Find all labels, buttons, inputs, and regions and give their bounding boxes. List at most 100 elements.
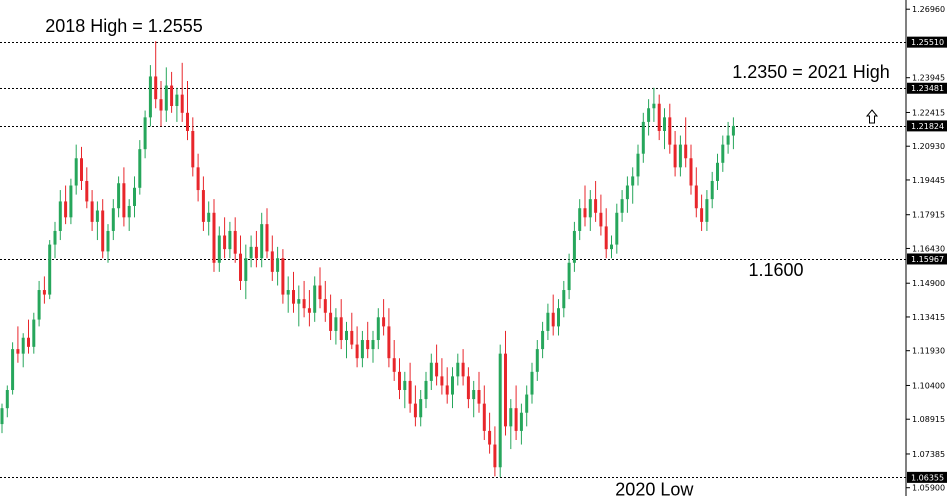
candle-body (90, 201, 94, 222)
candle (466, 367, 470, 409)
candle-body (345, 330, 348, 341)
candle-body (265, 224, 269, 252)
candle (509, 399, 513, 450)
candle (413, 385, 417, 427)
candle-body (366, 340, 370, 350)
candle (599, 194, 603, 236)
candle (472, 380, 476, 418)
candle-body (32, 319, 36, 347)
candle-body (493, 444, 497, 468)
candle-body (710, 180, 714, 200)
candle (16, 326, 20, 363)
candle-body (48, 244, 52, 295)
candle-body (64, 201, 68, 218)
candle-body (398, 371, 401, 391)
candle (143, 110, 147, 159)
candle (572, 221, 576, 272)
candle-body (673, 144, 677, 168)
candle-body (413, 403, 417, 418)
candle-body (647, 108, 651, 122)
candle (53, 221, 57, 259)
axis-tick-label: 1.26960 (912, 5, 945, 14)
candle-body (69, 185, 73, 218)
price-level-tag: 1.06355 (907, 471, 947, 483)
candle (694, 167, 698, 218)
candle-body (668, 117, 672, 145)
candle (101, 199, 105, 259)
price-level-tag: 1.23481 (907, 82, 947, 94)
candle (726, 121, 730, 154)
candle-body (663, 117, 666, 131)
arrow-up-icon (865, 109, 879, 124)
candle (334, 308, 338, 345)
candle-body (382, 317, 386, 327)
candle (5, 385, 9, 418)
candle (164, 67, 168, 122)
candle (228, 221, 232, 259)
candle-body (392, 358, 396, 372)
candle (684, 117, 688, 168)
candle (429, 353, 433, 391)
candle-body (16, 349, 20, 354)
candle-body (11, 349, 15, 391)
candle (111, 199, 115, 241)
candle (403, 371, 407, 409)
price-level-lines (0, 42, 906, 478)
candle (42, 276, 46, 304)
price-level-tag: 1.25510 (907, 36, 947, 48)
candle (625, 176, 629, 213)
candle-body (604, 226, 608, 250)
candle (201, 176, 205, 231)
chart-annotation: 1.1600 (749, 260, 804, 280)
candle-body (477, 390, 481, 404)
candle-body (498, 353, 502, 468)
candle-body (408, 380, 412, 404)
candle-body (716, 162, 719, 181)
candle (567, 253, 571, 300)
candle (48, 240, 52, 300)
candlesticks (0, 41, 735, 478)
candle (239, 235, 242, 291)
candle (387, 308, 391, 368)
candle (620, 190, 624, 222)
candle-body (323, 299, 327, 313)
candle (541, 321, 545, 359)
price-level-tag: 1.15967 (907, 253, 947, 265)
candle-body (154, 76, 158, 100)
candle-body (27, 337, 30, 347)
candle-body (95, 210, 99, 222)
candle (281, 249, 285, 304)
candle (647, 99, 651, 136)
candle (297, 285, 301, 327)
candle (636, 144, 640, 186)
candle (323, 280, 327, 322)
candle (223, 217, 227, 259)
candle (535, 340, 539, 381)
candle-body (599, 212, 603, 227)
candle-body (551, 312, 555, 327)
candle-body (37, 290, 41, 320)
candle-body (85, 180, 89, 202)
candle (594, 180, 598, 222)
candle-body (488, 430, 492, 445)
candle (716, 153, 719, 191)
candle-body (101, 210, 105, 252)
chart-annotation: 2018 High = 1.2555 (45, 16, 203, 36)
candle-body (456, 362, 460, 377)
candle-body (387, 326, 391, 359)
candle-body (138, 149, 142, 188)
candle-body (684, 144, 688, 159)
candle-body (700, 208, 704, 222)
candle-body (451, 376, 454, 395)
candle-body (652, 103, 656, 109)
price-level-tag-label: 1.23481 (911, 84, 944, 93)
candle (588, 190, 592, 231)
axis-tick-label: 1.14900 (912, 279, 945, 288)
candle-body (514, 408, 518, 431)
candle-body (133, 187, 136, 206)
price-level-tag-bg (907, 120, 947, 132)
candle (313, 276, 317, 322)
candle-body (186, 112, 189, 131)
candle (69, 178, 73, 225)
candle (127, 199, 131, 231)
